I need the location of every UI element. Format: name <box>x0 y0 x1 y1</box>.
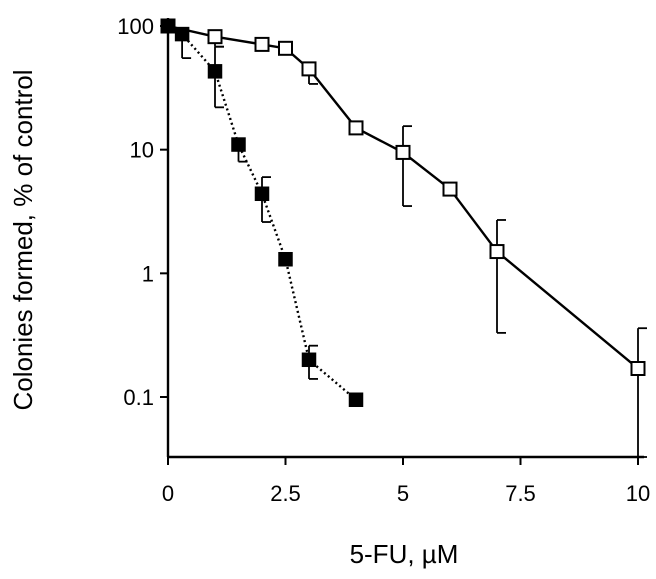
series-line <box>167 24 639 370</box>
data-point <box>207 29 223 45</box>
series-2 <box>160 18 364 408</box>
data-point <box>301 61 317 77</box>
y-axis-title: Colonies formed, % of control <box>8 69 38 410</box>
y-tick-label: 1 <box>142 261 154 286</box>
data-point <box>160 18 176 34</box>
data-point <box>254 36 270 52</box>
data-point <box>348 120 364 136</box>
x-tick-label: 10 <box>626 481 650 506</box>
x-tick-label: 0 <box>162 481 174 506</box>
data-point <box>174 26 190 42</box>
series-line <box>167 24 357 401</box>
data-point <box>278 251 293 267</box>
x-tick-label: 7.5 <box>505 481 536 506</box>
data-point <box>301 352 317 368</box>
data-point <box>278 40 293 56</box>
x-axis-title: 5-FU, µM <box>350 539 459 569</box>
data-point <box>442 181 458 197</box>
series-layer <box>160 18 647 458</box>
series-1 <box>160 18 647 458</box>
data-point <box>254 186 270 202</box>
data-point <box>395 144 411 160</box>
data-point <box>231 137 246 152</box>
data-point <box>348 392 364 408</box>
data-point <box>207 64 223 79</box>
axes: 100 10 1 0.1 0 2.5 5 7.5 10 <box>117 14 650 506</box>
y-tick-label: 10 <box>130 138 154 163</box>
data-point <box>630 361 646 377</box>
x-tick-label: 2.5 <box>270 481 301 506</box>
y-tick-label: 0.1 <box>123 385 154 410</box>
x-tick-label: 5 <box>397 481 409 506</box>
data-point <box>489 244 505 260</box>
y-tick-label: 100 <box>117 14 154 39</box>
